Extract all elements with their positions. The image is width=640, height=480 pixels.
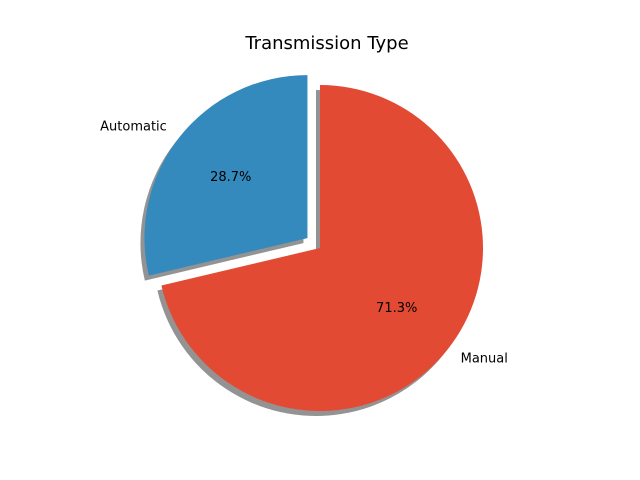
pie-slices bbox=[144, 75, 484, 412]
percent-label-automatic: 28.7% bbox=[210, 170, 251, 185]
pie-slice-automatic bbox=[144, 75, 308, 276]
category-label-manual: Manual bbox=[461, 352, 508, 367]
chart-title: Transmission Type bbox=[244, 33, 408, 54]
percent-label-manual: 71.3% bbox=[376, 301, 417, 316]
category-label-automatic: Automatic bbox=[100, 119, 167, 134]
pie-slice-manual bbox=[161, 85, 484, 412]
pie-labels: Automatic 28.7% Manual 71.3% bbox=[100, 119, 508, 366]
